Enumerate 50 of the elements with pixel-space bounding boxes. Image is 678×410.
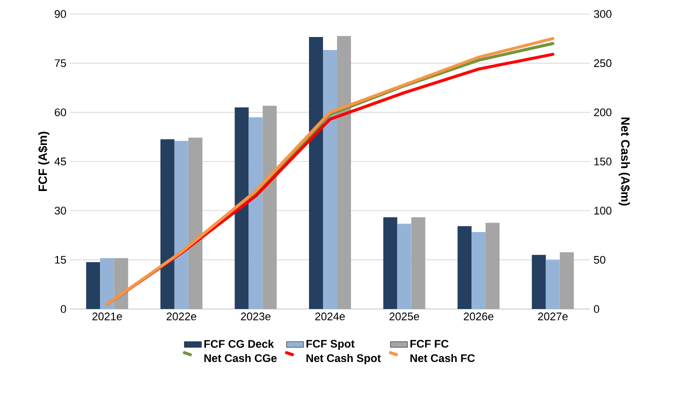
y2-tick-label: 100: [594, 206, 612, 215]
legend-label: Net Cash FC: [410, 354, 475, 362]
bar: [100, 258, 114, 309]
bar: [336, 36, 351, 309]
x-tick-label: 2024e: [315, 312, 345, 320]
y-tick-label: 90: [54, 10, 66, 18]
bar: [397, 224, 412, 309]
bar: [472, 232, 486, 309]
y2-tick-label: 250: [594, 59, 612, 68]
y2-tick-label: 300: [594, 10, 612, 18]
y-tick-label: 45: [54, 158, 66, 166]
bar: [188, 138, 202, 309]
x-tick-label: 2022e: [166, 312, 196, 320]
bar: [411, 217, 426, 309]
y2-axis-title: Net Cash (A$m): [618, 118, 630, 206]
bar: [234, 107, 249, 309]
bar: [114, 258, 128, 309]
bar: [309, 36, 323, 309]
bar: [560, 252, 574, 309]
bar: [323, 50, 337, 309]
bar: [248, 117, 263, 309]
bar: [383, 217, 398, 309]
x-tick-label: 2026e: [464, 312, 494, 320]
bar: [262, 106, 277, 309]
bar: [86, 262, 100, 309]
y-tick-label: 60: [54, 108, 66, 116]
legend-label: Net Cash CGe: [204, 354, 277, 362]
y2-tick-label: 50: [594, 256, 606, 264]
bar: [174, 140, 188, 309]
x-tick-label: 2023e: [240, 312, 271, 320]
bar: [486, 222, 500, 309]
legend-label: FCF Spot: [306, 340, 355, 350]
y-tick-label: 0: [60, 305, 66, 313]
bar: [458, 226, 472, 309]
y2-tick-label: 200: [594, 108, 612, 116]
x-tick-label: 2021e: [92, 312, 122, 320]
legend-label: Net Cash Spot: [306, 354, 381, 364]
x-tick-label: 2027e: [538, 312, 568, 320]
y2-tick-label: 0: [594, 305, 600, 313]
y2-tick-label: 150: [594, 158, 612, 166]
bar: [532, 254, 546, 309]
y-tick-label: 30: [54, 206, 66, 215]
y-axis-title: FCF (A$m): [38, 132, 50, 192]
y-tick-label: 75: [54, 59, 66, 68]
legend-label: FCF CG Deck: [204, 340, 274, 348]
bar: [546, 260, 560, 309]
y-tick-label: 15: [55, 256, 66, 264]
legend-label: FCF FC: [410, 340, 449, 348]
x-tick-label: 2025e: [390, 312, 420, 320]
bar: [160, 139, 174, 309]
